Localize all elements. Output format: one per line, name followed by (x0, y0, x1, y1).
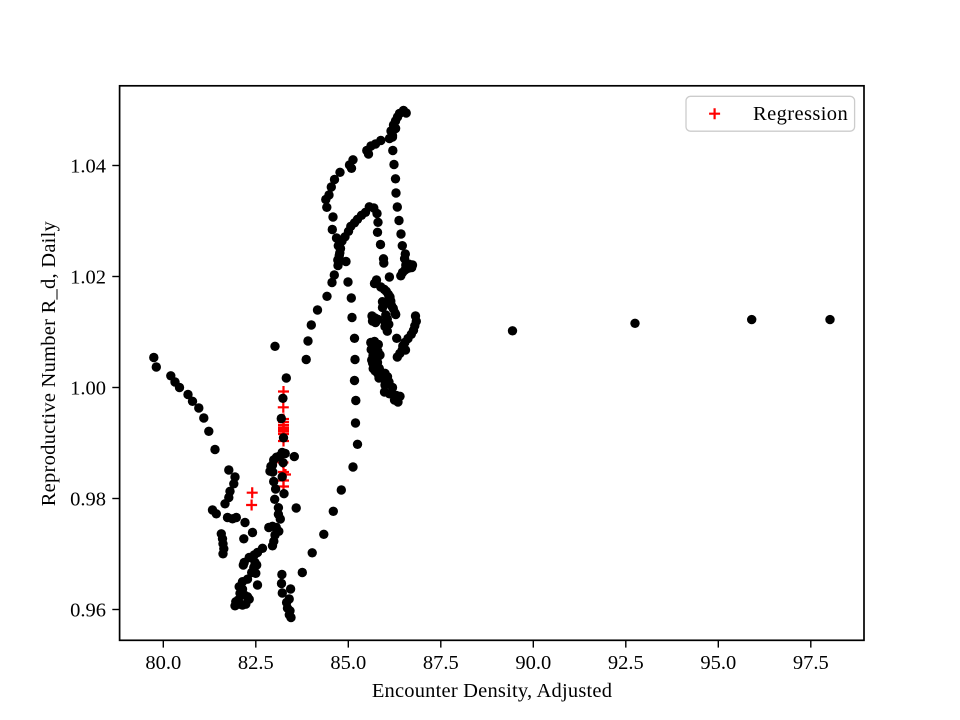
svg-text:85.0: 85.0 (330, 652, 366, 674)
svg-text:Encounter Density, Adjusted: Encounter Density, Adjusted (372, 680, 612, 702)
svg-text:1.02: 1.02 (70, 267, 106, 289)
svg-text:Regression: Regression (753, 103, 848, 125)
svg-text:87.5: 87.5 (423, 652, 459, 674)
svg-text:95.0: 95.0 (700, 652, 736, 674)
svg-text:1.00: 1.00 (70, 378, 106, 400)
svg-text:Reproductive Number R_d, Daily: Reproductive Number R_d, Daily (38, 220, 60, 506)
svg-text:80.0: 80.0 (145, 652, 181, 674)
svg-text:0.98: 0.98 (70, 489, 106, 511)
svg-text:92.5: 92.5 (608, 652, 644, 674)
svg-text:82.5: 82.5 (238, 652, 274, 674)
svg-text:1.04: 1.04 (70, 156, 106, 178)
svg-text:90.0: 90.0 (515, 652, 551, 674)
svg-text:97.5: 97.5 (793, 652, 829, 674)
svg-text:0.96: 0.96 (70, 600, 106, 622)
